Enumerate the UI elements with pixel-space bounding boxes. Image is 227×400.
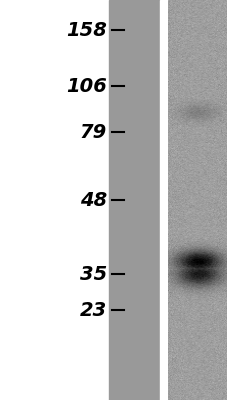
Text: 48: 48 [79,190,107,210]
Bar [109,0,159,400]
Text: 35: 35 [79,264,107,284]
Bar [159,0,167,400]
Text: 106: 106 [66,76,107,96]
Text: 79: 79 [79,122,107,142]
Text: 23: 23 [79,300,107,320]
Text: 158: 158 [66,20,107,40]
